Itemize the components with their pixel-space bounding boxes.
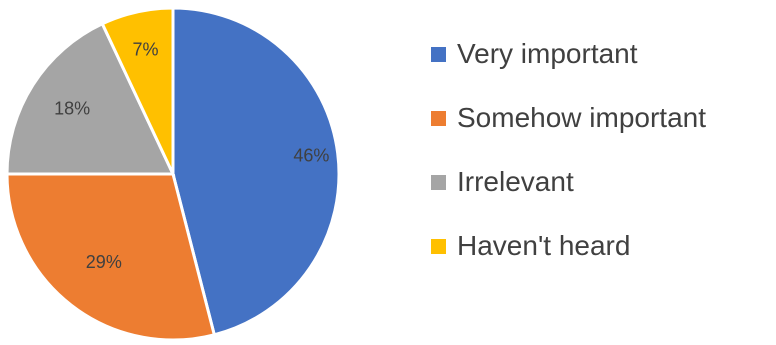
data-label-somehow-important: 29% xyxy=(86,252,122,272)
legend-label-very-important: Very important xyxy=(457,38,638,69)
legend-swatch-havent-heard xyxy=(431,238,446,254)
legend-item-irrelevant: Irrelevant xyxy=(431,158,776,206)
legend-swatch-somehow-important xyxy=(431,110,446,126)
pie-slice-havent-heard xyxy=(100,6,175,175)
data-label-very-important: 46% xyxy=(293,145,329,165)
chart-legend: Very important Somehow important Irrelev… xyxy=(431,30,776,286)
data-label-irrelevant: 18% xyxy=(54,99,90,119)
legend-swatch-very-important xyxy=(431,46,446,62)
legend-label-somehow-important: Somehow important xyxy=(457,102,707,133)
legend-item-somehow-important: Somehow important xyxy=(431,94,776,142)
pie-plot-area: 46% 29% 18% 7% xyxy=(5,6,341,342)
legend-item-havent-heard: Haven't heard xyxy=(431,222,776,270)
legend-label-havent-heard: Haven't heard xyxy=(457,230,631,261)
legend-swatch-irrelevant xyxy=(431,174,446,190)
data-label-havent-heard: 7% xyxy=(132,40,158,60)
pie-slice-irrelevant xyxy=(5,21,176,176)
pie-slice-very-important xyxy=(171,6,341,337)
legend-item-very-important: Very important xyxy=(431,30,776,78)
legend-label-irrelevant: Irrelevant xyxy=(457,166,574,197)
